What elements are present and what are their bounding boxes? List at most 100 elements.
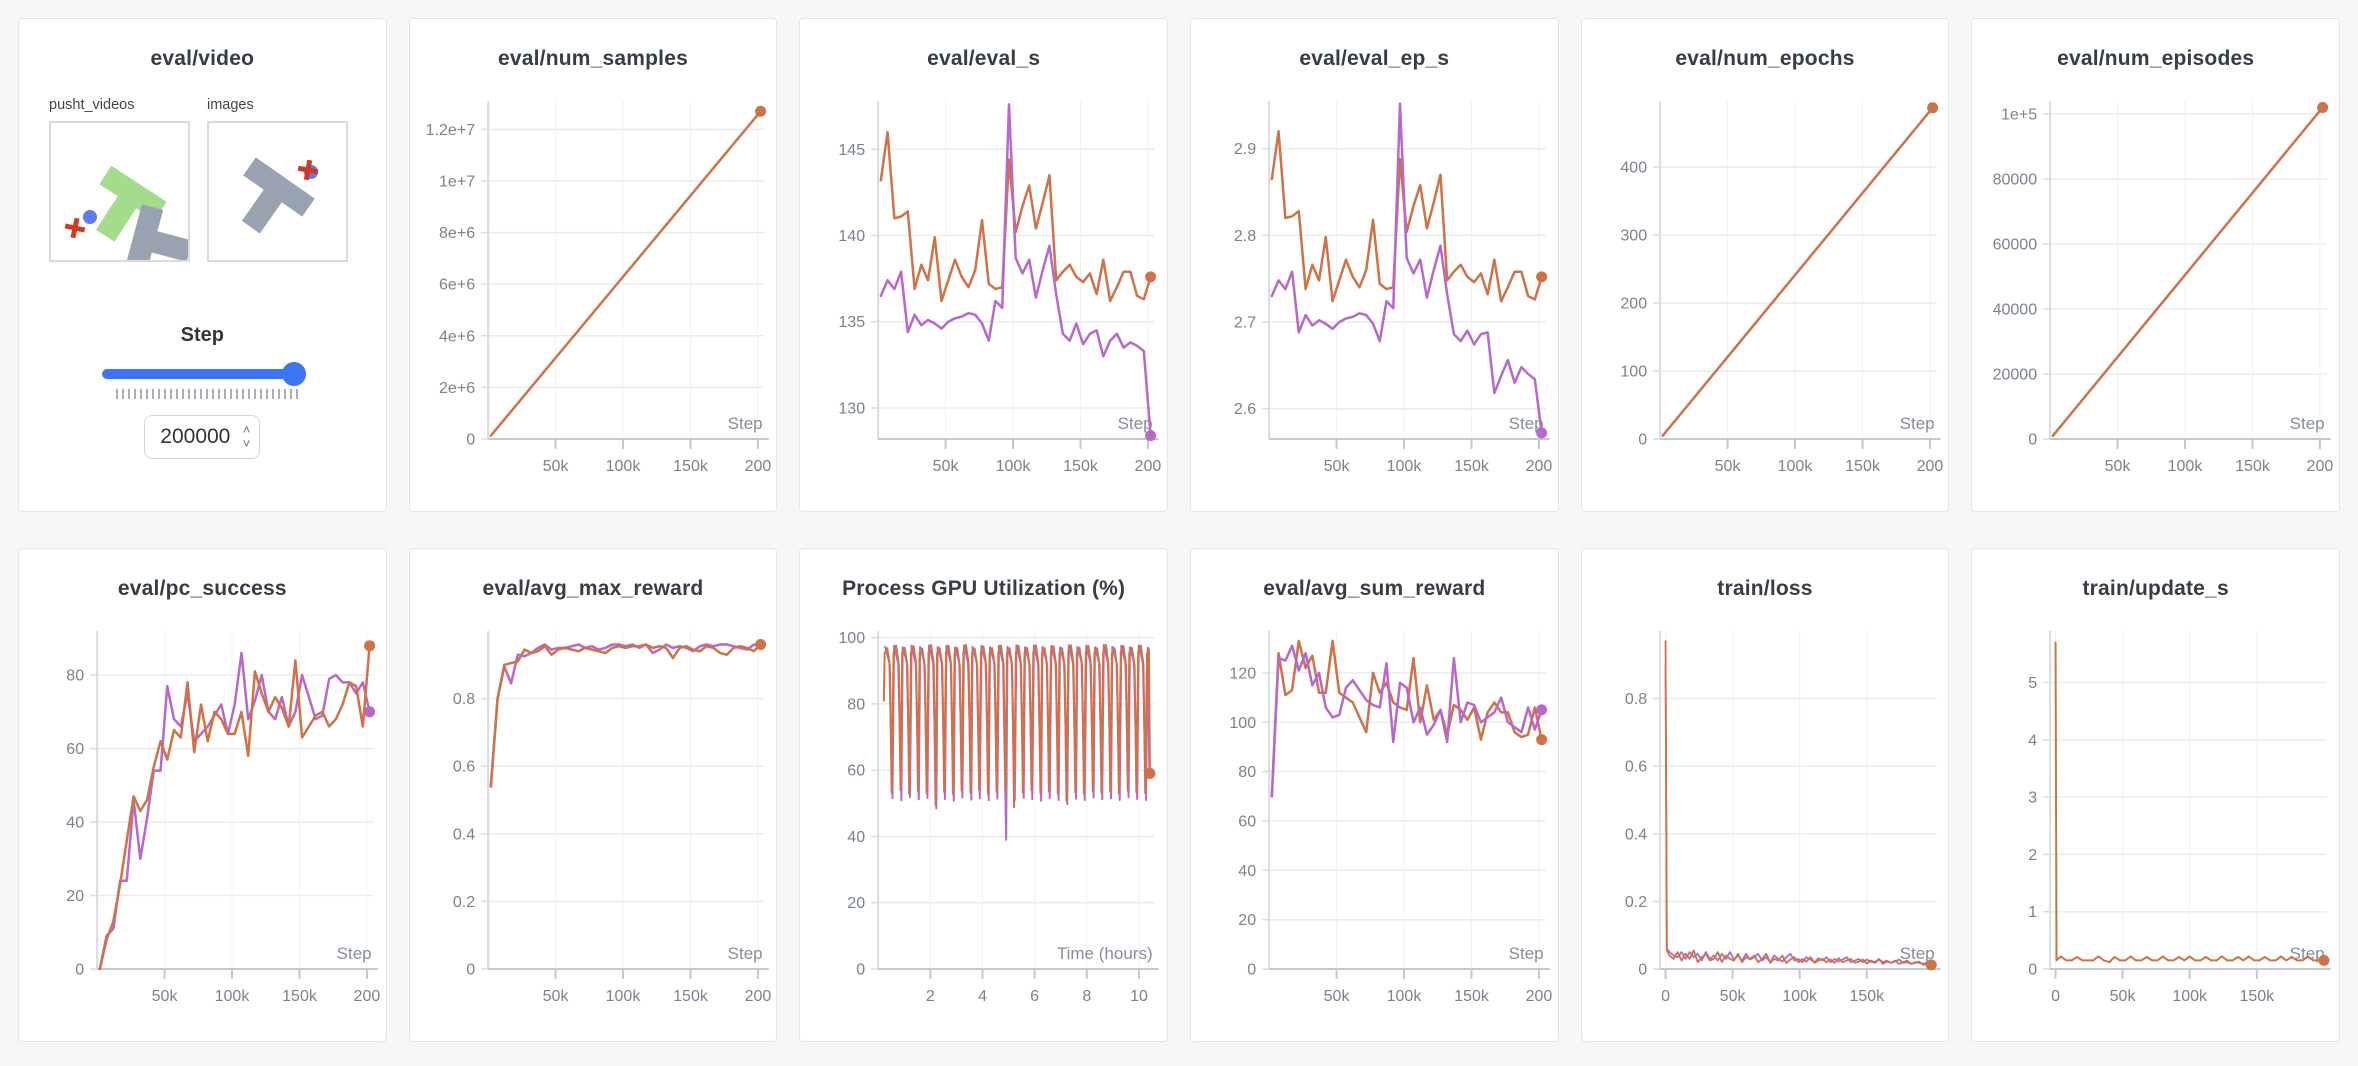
chart-plot-train-update-s[interactable]: 0 50k 100k 150k 0 1 2 3 4 5 Step — [1972, 617, 2339, 1037]
svg-text:0: 0 — [857, 962, 866, 979]
svg-text:2.8: 2.8 — [1234, 228, 1256, 245]
svg-text:Step: Step — [727, 944, 762, 963]
svg-text:0.8: 0.8 — [453, 691, 475, 708]
svg-text:50k: 50k — [2105, 458, 2132, 475]
svg-text:20000: 20000 — [1993, 367, 2038, 384]
svg-text:4: 4 — [978, 988, 987, 1005]
svg-text:140: 140 — [839, 228, 866, 245]
step-value-input[interactable]: 200000 ˄ ˅ — [144, 415, 261, 459]
svg-text:80: 80 — [1238, 764, 1256, 781]
svg-text:130: 130 — [839, 401, 866, 418]
svg-text:4e+6: 4e+6 — [439, 328, 475, 345]
svg-text:20: 20 — [848, 895, 866, 912]
svg-text:0.6: 0.6 — [453, 759, 475, 776]
svg-text:2.6: 2.6 — [1234, 401, 1256, 418]
target-cross-icon — [64, 217, 86, 239]
svg-text:0.6: 0.6 — [1625, 759, 1647, 776]
svg-text:6e+6: 6e+6 — [439, 277, 475, 294]
svg-text:100: 100 — [1620, 364, 1647, 381]
slider-tick-marks — [116, 389, 299, 399]
svg-text:Step: Step — [1899, 414, 1934, 433]
svg-text:100k: 100k — [605, 458, 641, 475]
panel-eval-avg-max-reward: eval/avg_max_reward 50k 100k 150k 200 0 0.2 0.… — [408, 548, 778, 1042]
svg-text:60: 60 — [1238, 814, 1256, 831]
chart-title: eval/eval_ep_s — [1299, 47, 1450, 70]
chart-plot-train-loss[interactable]: 0 50k 100k 150k 0 0.2 0.4 0.6 0.8 Step — [1582, 617, 1949, 1037]
chart-plot-eval-ep-s[interactable]: 50k 100k 150k 200 2.6 2.7 2.8 2.9 Step — [1191, 87, 1558, 507]
slider-track[interactable] — [102, 369, 303, 379]
chart-plot-num-episodes[interactable]: 50k 100k 150k 200 0 20000 40000 60000 80000 1e+5 S… — [1972, 87, 2339, 507]
svg-text:100: 100 — [839, 630, 866, 647]
chart-plot-avg-sum-reward[interactable]: 50k 100k 150k 200 0 20 40 60 80 100 120 Step — [1191, 617, 1558, 1037]
svg-text:50k: 50k — [1719, 988, 1746, 1005]
svg-text:150k: 150k — [1849, 988, 1885, 1005]
svg-text:200: 200 — [1135, 458, 1162, 475]
video-figure-images: images — [207, 97, 348, 262]
chart-plot-eval-s[interactable]: 50k 100k 150k 200 130 135 140 145 Step — [800, 87, 1167, 507]
svg-text:1.2e+7: 1.2e+7 — [425, 122, 475, 139]
svg-text:40: 40 — [66, 815, 84, 832]
svg-text:150k: 150k — [2240, 988, 2276, 1005]
svg-text:1e+7: 1e+7 — [439, 174, 475, 191]
svg-text:0: 0 — [1638, 962, 1647, 979]
svg-text:2.9: 2.9 — [1234, 141, 1256, 158]
svg-text:200: 200 — [1916, 458, 1943, 475]
chart-plot-num-samples[interactable]: 50k 100k 150k 200 0 2e+6 4e+6 6e+6 8e+6 1e+7 1.2e+… — [410, 87, 777, 507]
chart-plot-num-epochs[interactable]: 50k 100k 150k 200 0 100 200 300 400 Step — [1582, 87, 1949, 507]
svg-text:2: 2 — [2029, 847, 2038, 864]
svg-text:Step: Step — [1509, 414, 1544, 433]
svg-text:Step: Step — [1899, 944, 1934, 963]
stepper[interactable]: ˄ ˅ — [243, 423, 251, 451]
svg-text:200: 200 — [744, 458, 771, 475]
step-slider[interactable] — [102, 362, 307, 386]
svg-text:0: 0 — [1247, 962, 1256, 979]
svg-text:40: 40 — [848, 829, 866, 846]
svg-text:100k: 100k — [1782, 988, 1818, 1005]
svg-text:Time (hours): Time (hours) — [1057, 944, 1153, 963]
svg-text:8: 8 — [1083, 988, 1092, 1005]
svg-text:150k: 150k — [673, 458, 709, 475]
svg-text:0.4: 0.4 — [1625, 826, 1647, 843]
panel-gpu-utilization: Process GPU Utilization (%) 2 4 6 8 10 0 20 40 6… — [799, 548, 1168, 1042]
chart-plot-pc-success[interactable]: 50k 100k 150k 200 0 20 40 60 80 Step — [19, 617, 386, 1037]
svg-text:5: 5 — [2029, 675, 2038, 692]
video-thumbnail-images[interactable] — [207, 121, 348, 262]
svg-text:2e+6: 2e+6 — [439, 380, 475, 397]
panel-title: eval/video — [150, 47, 255, 70]
stepper-down-icon[interactable]: ˅ — [242, 436, 251, 451]
svg-text:200: 200 — [1526, 458, 1553, 475]
video-thumbnails: pusht_videos — [19, 97, 386, 274]
svg-text:80: 80 — [66, 668, 84, 685]
svg-text:100k: 100k — [1387, 458, 1423, 475]
stepper-up-icon[interactable]: ˄ — [242, 422, 251, 437]
svg-text:1: 1 — [2029, 904, 2038, 921]
images-scene-image — [241, 157, 319, 234]
step-control: Step 200000 ˄ ˅ — [19, 324, 386, 459]
svg-text:40000: 40000 — [1993, 302, 2038, 319]
chart-title: train/update_s — [2082, 577, 2229, 600]
svg-text:50k: 50k — [2110, 988, 2137, 1005]
svg-text:Step: Step — [727, 414, 762, 433]
svg-text:100k: 100k — [1777, 458, 1813, 475]
svg-text:20: 20 — [66, 888, 84, 905]
chart-title: eval/num_episodes — [2057, 47, 2255, 70]
svg-text:0.8: 0.8 — [1625, 691, 1647, 708]
svg-text:100k: 100k — [1387, 988, 1423, 1005]
svg-text:0.2: 0.2 — [453, 894, 475, 911]
svg-text:0: 0 — [1638, 432, 1647, 449]
svg-text:100k: 100k — [215, 988, 251, 1005]
svg-text:200: 200 — [744, 988, 771, 1005]
svg-text:80: 80 — [848, 696, 866, 713]
panel-train-update-s: train/update_s 0 50k 100k 150k 0 1 2 3 4 5 Step — [1971, 548, 2340, 1042]
svg-text:50k: 50k — [152, 988, 179, 1005]
video-thumbnail-pusht[interactable] — [49, 121, 193, 274]
chart-title: eval/num_epochs — [1675, 47, 1855, 70]
slider-thumb[interactable] — [282, 362, 307, 386]
chart-plot-avg-max-reward[interactable]: 50k 100k 150k 200 0 0.2 0.4 0.6 0.8 Step — [410, 617, 777, 1037]
step-value[interactable]: 200000 — [160, 425, 231, 448]
svg-text:0: 0 — [1661, 988, 1670, 1005]
svg-text:150k: 150k — [1063, 458, 1099, 475]
svg-text:200: 200 — [1526, 988, 1553, 1005]
